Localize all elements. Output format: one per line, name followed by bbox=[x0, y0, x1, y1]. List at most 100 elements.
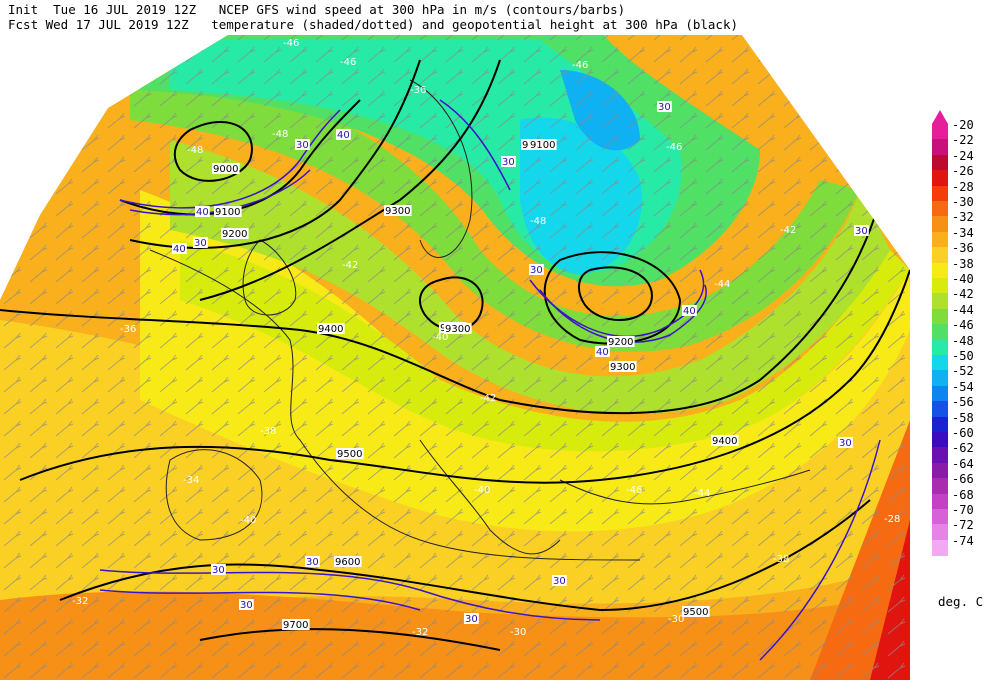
colorbar-swatch bbox=[932, 293, 948, 310]
colorbar-label: -66 bbox=[952, 472, 974, 487]
wind-speed-contour-label-background bbox=[305, 556, 320, 567]
wind-speed-contour-label-background bbox=[854, 225, 869, 236]
colorbar-swatch bbox=[932, 401, 948, 418]
colorbar-units: deg. C bbox=[938, 594, 984, 609]
coastlines bbox=[149, 79, 811, 561]
colorbar-swatch bbox=[932, 447, 948, 464]
colorbar-swatch bbox=[932, 524, 948, 541]
geopotential-height-label: 9600 bbox=[335, 557, 360, 568]
temperature-contour-label: -48 bbox=[272, 129, 288, 140]
temperature-contour-label: -46 bbox=[283, 38, 299, 49]
colorbar-label: -36 bbox=[952, 241, 974, 256]
wind-speed-contour-label-background bbox=[501, 156, 516, 167]
temperature-contour-label: -32 bbox=[412, 627, 428, 638]
colorbar-swatch bbox=[932, 231, 948, 248]
colorbar-label: -28 bbox=[952, 179, 974, 194]
temperature-contour-label: -46 bbox=[340, 57, 356, 68]
height-contour-9600 bbox=[59, 499, 871, 612]
wind-contour-30-scandinavia bbox=[439, 99, 511, 191]
colorbar-label: -62 bbox=[952, 441, 974, 456]
coastline-west bbox=[149, 249, 641, 561]
colorbar-swatch bbox=[932, 539, 948, 556]
temperature-contour-label: -42 bbox=[342, 260, 358, 271]
colorbar-label: -34 bbox=[952, 225, 974, 240]
colorbar-label: -30 bbox=[952, 195, 974, 209]
colorbar-label: -26 bbox=[952, 164, 974, 179]
geopotential-height-label: 9500 bbox=[683, 607, 708, 618]
wind-speed-contour-label-background bbox=[464, 613, 479, 624]
temperature-contour-label: -46 bbox=[572, 60, 588, 71]
colorbar-swatch bbox=[932, 308, 948, 325]
wind-speed-contour-label: 30 bbox=[855, 226, 868, 237]
wind-contours bbox=[99, 99, 881, 661]
temperature-contour-label: -42 bbox=[480, 393, 496, 404]
colorbar-swatch bbox=[932, 432, 948, 448]
height-contour-9000 bbox=[173, 120, 253, 182]
colorbar-label: -48 bbox=[952, 333, 974, 348]
wind-speed-contour-label-background bbox=[552, 575, 567, 586]
colorbar-swatch bbox=[932, 170, 948, 187]
geopotential-height-label: 9200 bbox=[222, 229, 247, 240]
geopotential-height-label: 9300 bbox=[445, 324, 470, 335]
wind-speed-contour-label-background bbox=[838, 437, 853, 448]
colorbar-swatch bbox=[932, 278, 948, 294]
geopotential-height-label-background bbox=[214, 206, 242, 217]
colorbar-swatch bbox=[932, 493, 948, 510]
wind-speed-contour-label: 30 bbox=[306, 557, 319, 568]
wind-speed-contour-label-background bbox=[295, 139, 310, 150]
colorbar-label: -32 bbox=[952, 210, 974, 225]
height-contour-9200-low bbox=[578, 266, 653, 321]
temperature-contour-label: -36 bbox=[410, 85, 426, 96]
colorbar-label: -58 bbox=[952, 410, 974, 425]
colorbar-swatch bbox=[932, 385, 948, 402]
init-time-text: Init Tue 16 JUL 2019 12Z bbox=[8, 2, 197, 17]
colorbar-label: -24 bbox=[952, 148, 974, 163]
height-contour-9500 bbox=[19, 269, 910, 484]
geopotential-height-label-background bbox=[711, 435, 739, 446]
wind-contour-30-south bbox=[99, 569, 601, 621]
colorbar-label: -42 bbox=[952, 287, 974, 302]
temperature-contour-label: -36 bbox=[120, 324, 136, 335]
colorbar-swatch bbox=[932, 185, 948, 202]
colorbar-swatch bbox=[932, 216, 948, 233]
colorbar-top-arrow bbox=[932, 110, 948, 124]
colorbar-swatch bbox=[932, 201, 948, 217]
height-contour-9300 bbox=[199, 59, 501, 301]
colorbar-swatch bbox=[932, 462, 948, 479]
colorbar-swatch bbox=[932, 324, 948, 341]
header-line-1: Init Tue 16 JUL 2019 12Z NCEP GFS wind s… bbox=[8, 2, 625, 17]
colorbar-label: -44 bbox=[952, 302, 974, 317]
coastline-scandinavia bbox=[409, 79, 473, 258]
geopotential-height-label-background bbox=[384, 205, 412, 216]
wind-speed-contour-label-background bbox=[211, 564, 226, 575]
wind-contour-40-south bbox=[99, 589, 421, 611]
geopotential-height-label: 9400 bbox=[712, 436, 737, 447]
colorbar-swatch bbox=[932, 509, 948, 525]
colorbar-label: -70 bbox=[952, 503, 974, 517]
wind-speed-contour-label-background bbox=[529, 264, 544, 275]
colorbar-label: -38 bbox=[952, 256, 974, 271]
temperature-contour-label: -40 bbox=[474, 485, 490, 496]
height-contour-9300-low bbox=[543, 251, 682, 345]
wind-speed-contour-label: 40 bbox=[337, 130, 350, 141]
geopotential-height-label-background bbox=[336, 448, 364, 459]
geopotential-height-label-background bbox=[212, 163, 240, 174]
wind-speed-contour-label-background bbox=[595, 346, 610, 357]
colorbar-label: -22 bbox=[952, 133, 974, 148]
temperature-contour-label: -30 bbox=[668, 614, 684, 625]
wind-speed-contour-label-background bbox=[193, 237, 208, 248]
forecast-time-text: Fcst Wed 17 JUL 2019 12Z bbox=[8, 17, 189, 32]
temperature-contour-label: -46 bbox=[626, 485, 642, 496]
temperature-contour-label: -40 bbox=[432, 332, 448, 343]
wind-contour-40-east bbox=[539, 284, 707, 343]
colorbar-swatch bbox=[932, 478, 948, 495]
temperature-title-text: temperature (shaded/dotted) and geopoten… bbox=[211, 17, 738, 32]
colorbar-swatch bbox=[932, 124, 948, 140]
colorbar-label: -20 bbox=[952, 118, 974, 132]
colorbar-swatch bbox=[932, 139, 948, 156]
geopotential-height-label: 9300 bbox=[610, 362, 635, 373]
geopotential-height-label-background bbox=[317, 323, 345, 334]
colorbar-swatch bbox=[932, 370, 948, 387]
